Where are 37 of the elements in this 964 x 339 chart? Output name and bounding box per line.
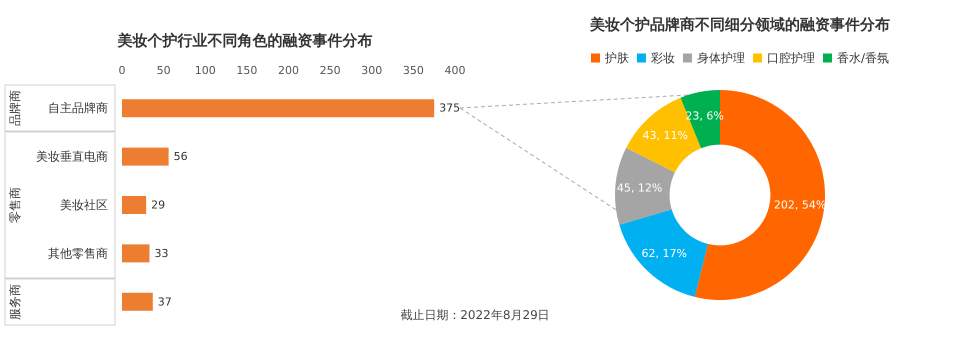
- legend-label: 口腔护理: [766, 51, 815, 65]
- y-tick-label: 美妆社区: [60, 198, 108, 212]
- legend-label: 护肤: [604, 51, 629, 65]
- data-label: 62, 17%: [642, 246, 687, 260]
- data-label: 29: [151, 198, 166, 212]
- text: 服务商: [8, 284, 22, 320]
- text: 品牌商: [8, 90, 22, 126]
- bar: [122, 148, 169, 166]
- x-tick-label: 200: [278, 64, 299, 77]
- data-label: 45, 12%: [616, 181, 662, 194]
- annotation: 截止日期：2022年8月29日: [400, 308, 550, 322]
- bar: [122, 196, 146, 214]
- bar: [122, 292, 153, 311]
- x-tick-label: 50: [156, 64, 171, 77]
- y-tick-label: 美妆垂直电商: [36, 150, 108, 164]
- data-label: 375: [439, 102, 460, 115]
- x-tick-label: 350: [402, 64, 424, 77]
- data-label: 33: [154, 246, 168, 260]
- x-tick-label: 0: [118, 64, 126, 77]
- data-label: 56: [174, 150, 188, 164]
- y-tick-label: 其他零售商: [48, 246, 108, 260]
- chart-title: 美妆个护品牌商不同细分领域的融资事件分布: [589, 16, 890, 34]
- legend-label: 香水/香氛: [836, 51, 890, 65]
- text: 零售商: [8, 187, 22, 223]
- chart-title: 美妆个护行业不同角色的融资事件分布: [116, 32, 372, 50]
- x-tick-label: 250: [320, 64, 341, 77]
- x-tick-label: 100: [194, 64, 216, 77]
- legend-label: 彩妆: [650, 51, 675, 65]
- x-tick-label: 400: [444, 64, 466, 77]
- bar: [122, 99, 434, 118]
- data-label: 43, 11%: [642, 129, 688, 142]
- data-label: 37: [158, 295, 172, 308]
- x-tick-label: 300: [361, 64, 382, 77]
- x-tick-label: 150: [236, 64, 258, 77]
- y-tick-label: 自主品牌商: [48, 101, 108, 116]
- bar: [122, 244, 150, 262]
- legend-label: 身体护理: [696, 51, 745, 65]
